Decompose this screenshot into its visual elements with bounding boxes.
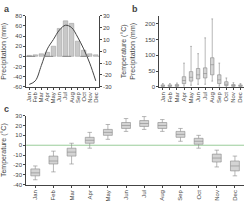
- svg-text:Jun: Jun: [195, 92, 201, 102]
- svg-text:Jan: Jan: [26, 92, 32, 102]
- svg-text:Oct: Oct: [81, 92, 87, 102]
- svg-text:May: May: [50, 92, 56, 103]
- svg-text:Apr: Apr: [87, 190, 93, 199]
- svg-text:May: May: [105, 190, 111, 201]
- svg-text:Jul: Jul: [141, 190, 147, 198]
- svg-text:-20: -20: [13, 162, 22, 168]
- svg-text:Aug: Aug: [159, 190, 165, 201]
- svg-text:Jul: Jul: [202, 92, 208, 100]
- svg-text:Jul: Jul: [62, 92, 68, 100]
- svg-text:-40: -40: [13, 74, 22, 80]
- svg-text:Dec: Dec: [93, 92, 99, 103]
- svg-text:20: 20: [103, 25, 110, 31]
- svg-text:-40: -40: [13, 182, 22, 188]
- svg-text:Oct: Oct: [196, 190, 202, 200]
- svg-text:Precipitation (mm): Precipitation (mm): [129, 23, 137, 80]
- svg-text:20: 20: [15, 43, 22, 49]
- svg-text:80: 80: [15, 13, 22, 19]
- svg-text:-10: -10: [13, 152, 22, 158]
- svg-text:Jan: Jan: [32, 190, 38, 200]
- svg-text:150: 150: [145, 37, 156, 43]
- svg-text:-20: -20: [13, 64, 22, 70]
- svg-text:Sep: Sep: [216, 92, 222, 103]
- svg-text:-10: -10: [103, 60, 112, 66]
- svg-text:-60: -60: [13, 84, 22, 90]
- svg-text:Apr: Apr: [181, 92, 187, 101]
- svg-text:0: 0: [152, 84, 156, 90]
- svg-text:30: 30: [15, 113, 22, 119]
- svg-text:Oct: Oct: [223, 92, 229, 102]
- svg-text:Mar: Mar: [38, 92, 44, 102]
- svg-text:Nov: Nov: [87, 92, 93, 103]
- svg-text:c: c: [4, 104, 9, 114]
- svg-text:0: 0: [19, 53, 23, 59]
- svg-text:20: 20: [15, 123, 22, 129]
- svg-text:-30: -30: [13, 172, 22, 178]
- svg-text:Temperature (°C): Temperature (°C): [120, 24, 128, 78]
- svg-text:Jun: Jun: [56, 92, 62, 102]
- svg-text:Aug: Aug: [69, 92, 75, 103]
- svg-text:10: 10: [15, 132, 22, 138]
- svg-text:a: a: [4, 4, 10, 14]
- svg-text:Precipitation (mm): Precipitation (mm): [0, 23, 8, 80]
- svg-text:Jun: Jun: [123, 190, 129, 200]
- svg-text:0: 0: [103, 48, 107, 54]
- svg-text:100: 100: [145, 52, 156, 58]
- svg-text:-20: -20: [103, 72, 112, 78]
- svg-text:Dec: Dec: [232, 190, 238, 201]
- svg-text:Feb: Feb: [167, 92, 173, 103]
- svg-text:Sep: Sep: [177, 189, 183, 200]
- svg-text:0: 0: [19, 142, 23, 148]
- svg-text:30: 30: [103, 13, 110, 19]
- svg-text:Temperature (°C): Temperature (°C): [0, 123, 8, 177]
- svg-text:60: 60: [15, 23, 22, 29]
- svg-text:b: b: [132, 4, 138, 14]
- svg-text:Aug: Aug: [209, 92, 215, 103]
- svg-text:-30: -30: [103, 84, 112, 90]
- svg-text:Dec: Dec: [237, 92, 243, 103]
- svg-text:Jan: Jan: [160, 92, 166, 102]
- svg-text:200: 200: [145, 21, 156, 27]
- svg-text:Nov: Nov: [214, 190, 220, 201]
- svg-text:10: 10: [103, 37, 110, 43]
- svg-text:50: 50: [148, 68, 155, 74]
- svg-text:Mar: Mar: [69, 190, 75, 200]
- svg-text:Mar: Mar: [174, 92, 180, 102]
- svg-text:Nov: Nov: [230, 92, 236, 103]
- svg-text:Apr: Apr: [44, 92, 50, 101]
- svg-text:Feb: Feb: [50, 189, 56, 200]
- svg-text:Feb: Feb: [32, 92, 38, 103]
- svg-text:40: 40: [15, 33, 22, 39]
- svg-text:May: May: [188, 92, 194, 103]
- svg-text:Sep: Sep: [75, 92, 81, 103]
